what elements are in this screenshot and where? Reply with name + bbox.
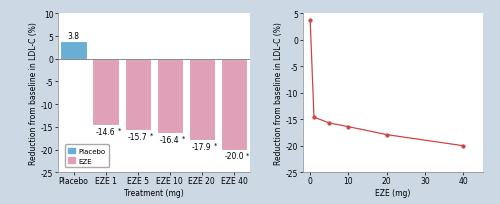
Bar — [221, 59, 247, 150]
Text: *: * — [182, 135, 185, 141]
Text: -16.4: -16.4 — [160, 135, 180, 144]
Text: 3.8: 3.8 — [68, 32, 80, 40]
Text: *: * — [150, 132, 153, 138]
Legend: Placebo, EZE: Placebo, EZE — [65, 144, 110, 167]
Bar — [188, 59, 215, 140]
Bar — [156, 59, 183, 134]
Text: -15.7: -15.7 — [128, 132, 148, 141]
Bar — [60, 42, 86, 59]
Text: -20.0: -20.0 — [224, 152, 244, 161]
Y-axis label: Reduction from baseline in LDL-C (%): Reduction from baseline in LDL-C (%) — [274, 22, 283, 164]
Bar — [124, 59, 151, 130]
X-axis label: Treatment (mg): Treatment (mg) — [124, 188, 184, 197]
Text: -17.9: -17.9 — [192, 142, 212, 151]
Bar — [92, 59, 119, 125]
Text: *: * — [246, 152, 250, 157]
Text: -14.6: -14.6 — [96, 127, 116, 136]
Y-axis label: Reduction from baseline in LDL-C (%): Reduction from baseline in LDL-C (%) — [29, 22, 38, 164]
X-axis label: EZE (mg): EZE (mg) — [375, 188, 410, 197]
Text: *: * — [118, 127, 121, 133]
Text: *: * — [214, 142, 218, 148]
